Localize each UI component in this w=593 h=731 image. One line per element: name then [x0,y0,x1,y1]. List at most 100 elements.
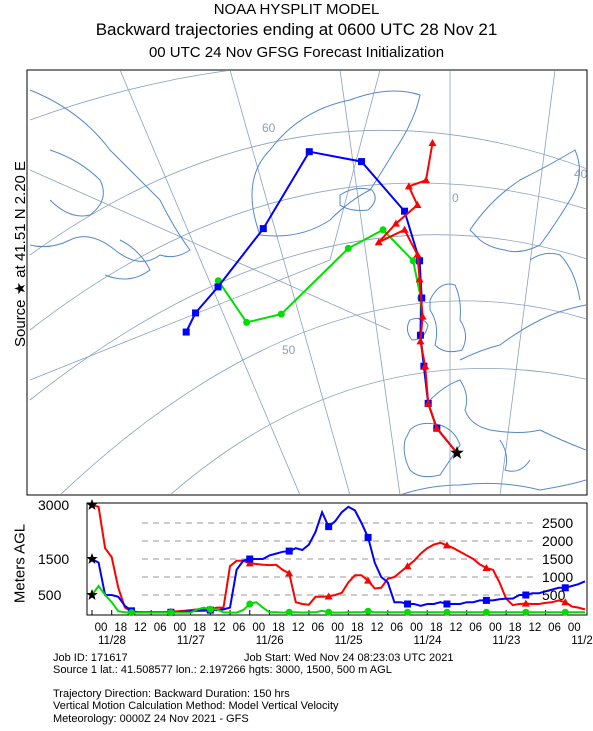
x-tick-hour-label: 18 [114,622,127,634]
height-point [442,541,451,549]
x-tick-hour-label: 12 [213,622,226,634]
trajectory-direction: Trajectory Direction: Backward Duration:… [53,688,290,700]
height-point [285,547,293,555]
y-right-tick-label: 500 [542,587,566,603]
height-point [404,608,412,616]
height-point [127,609,135,617]
red-trajectory-point [418,312,427,320]
x-tick-hour-label: 06 [469,622,482,634]
chart-subtitle: 00 UTC 24 Nov GFSG Forecast Initializati… [148,44,445,61]
height-frame [86,502,588,616]
x-tick-hour-label: 00 [252,622,265,634]
height-point [246,555,254,563]
red-trajectory-point [422,176,431,184]
x-date-label: 11/24 [414,635,443,647]
blue-trajectory-point [259,225,267,233]
red-trajectory-point [391,219,400,227]
height-point [482,564,491,571]
green-trajectory-point [344,244,352,252]
y-right-tick-label: 1500 [542,551,573,567]
blue-trajectory-point [182,328,190,336]
height-point [364,607,372,615]
height-point [285,608,293,616]
x-date-label: 11/27 [177,635,205,647]
height-point [443,600,451,608]
red-trajectory-point [416,337,425,345]
red-trajectory-point [421,362,430,370]
x-tick-hour-label: 18 [272,622,285,634]
x-tick-hour-label: 06 [548,622,561,634]
meteorology: Meteorology: 0000Z 24 Nov 2021 - GFS [53,713,249,725]
x-date-label: 11/23 [492,635,520,647]
y-left-marker-label: 1500 [38,551,69,567]
y-left-marker-label: 3000 [38,497,69,513]
red-trajectory-point [428,139,437,146]
height-point [443,608,451,616]
x-tick-hour-label: 18 [509,622,522,634]
green-trajectory-point [409,257,417,265]
x-tick-hour-label: 06 [390,622,403,634]
x-tick-hour-label: 18 [193,622,206,634]
x-tick-hour-label: 12 [292,622,305,634]
height-series [91,504,586,617]
green-trajectory-point [214,277,222,285]
height-point [522,591,530,599]
x-tick-hour-label: 00 [331,622,344,634]
blue-trajectory-point [416,257,424,265]
height-point [325,523,333,531]
x-tick-hour-label: 00 [173,622,186,634]
x-tick-hour-label: 12 [134,622,147,634]
height-point [246,600,254,608]
chart-title: Backward trajectories ending at 0600 UTC… [95,20,498,39]
lat-label-40-right: 40 [574,167,588,181]
green-trajectory-point [243,318,251,326]
height-point [561,584,569,592]
x-tick-hour-label: 00 [568,622,581,634]
blue-trajectory-point [214,283,222,291]
trajectory-tracks [182,139,464,459]
x-tick-hour-label: 18 [351,622,364,634]
y-right-tick-label: 2500 [542,515,573,531]
x-tick-hour-label: 00 [489,622,502,634]
map-graticule [29,71,586,494]
height-point [285,569,294,577]
height-point [522,608,530,616]
height-x-ticks: 00 18 12 06 00 18 12 06 00 18 12 06 00 18 12 06 00 18 12 06… [91,610,593,647]
blue-trajectory-point [401,207,409,215]
blue-trajectory-point [192,309,200,317]
red-trajectory-point [413,250,422,258]
job-id: Job ID: 171617 [53,652,128,664]
job-start: Job Start: Wed Nov 24 08:23:03 UTC 2021 [244,652,454,664]
red-trajectory-point [404,182,413,190]
map-frame [26,69,588,496]
lat-label-50: 50 [282,343,296,357]
height-point [403,562,412,570]
red-trajectory-point [374,238,383,246]
height-point [482,596,490,604]
red-trajectory-point [400,225,409,233]
height-point [364,576,373,584]
x-tick-hour-label: 06 [312,622,325,634]
height-point [482,608,490,616]
source-star [450,446,464,459]
blue-trajectory-point [305,148,313,156]
height-source-star [86,499,98,510]
height-point [404,600,412,608]
x-tick-hour-label: 12 [528,622,541,634]
height-point [561,608,569,616]
x-tick-hour-label: 06 [233,622,246,634]
x-tick-hour-label: 00 [95,622,108,634]
y-right-tick-label: 2000 [542,533,573,549]
blue-trajectory-point [358,158,366,166]
lon-label-0: 0 [452,191,459,205]
red-trajectory-point [424,399,433,407]
red-trajectory-point [415,275,424,283]
height-source-star [86,589,98,600]
x-tick-hour-label: 06 [154,622,167,634]
model-name: NOAA HYSPLIT MODEL [213,1,380,18]
x-tick-hour-label: 12 [371,622,384,634]
red-trajectory-point [432,424,441,432]
height-point [364,533,372,541]
height-point [206,605,214,613]
